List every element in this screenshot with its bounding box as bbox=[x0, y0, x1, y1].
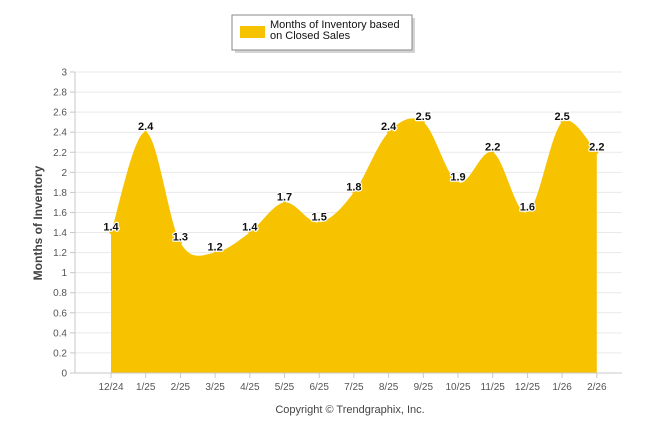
data-label: 1.6 bbox=[520, 201, 535, 213]
data-point bbox=[144, 130, 148, 134]
data-point bbox=[178, 241, 182, 245]
y-tick-label: 1.4 bbox=[53, 228, 67, 239]
x-tick-label: 11/25 bbox=[481, 382, 506, 393]
area-series bbox=[109, 118, 599, 373]
copyright-text: Copyright © Trendgraphix, Inc. bbox=[275, 404, 424, 416]
data-label: 1.2 bbox=[207, 242, 222, 254]
x-tick-label: 5/25 bbox=[275, 382, 295, 393]
x-tick-label: 6/25 bbox=[309, 382, 329, 393]
y-tick-label: 0.2 bbox=[53, 348, 67, 359]
y-tick-label: 1.8 bbox=[53, 188, 67, 199]
x-tick-label: 12/24 bbox=[98, 382, 123, 393]
axes: 0 0.2 0.4 0.6 0.8 1 1.2 1.4 1.6 1.8 2 2.2 2.4 2.6 2.8 3… bbox=[53, 68, 622, 393]
x-tick-label: 1/26 bbox=[552, 382, 572, 393]
data-label: 2.5 bbox=[416, 111, 431, 123]
y-tick-label: 0 bbox=[61, 369, 67, 380]
y-tick-label: 1 bbox=[61, 268, 67, 279]
data-label: 2.5 bbox=[554, 111, 569, 123]
legend-label: Months of Inventory based bbox=[270, 19, 400, 31]
y-tick-label: 3 bbox=[61, 68, 67, 79]
data-label: 1.4 bbox=[103, 222, 119, 234]
data-point bbox=[595, 150, 599, 154]
legend-label: on Closed Sales bbox=[270, 30, 351, 42]
x-tick-label: 8/25 bbox=[379, 382, 399, 393]
x-tick-label: 12/25 bbox=[515, 382, 540, 393]
data-point bbox=[317, 221, 321, 224]
data-label: 1.4 bbox=[242, 222, 258, 234]
data-label: 2.4 bbox=[381, 121, 397, 133]
data-point bbox=[248, 231, 252, 235]
data-label: 1.7 bbox=[277, 191, 292, 203]
data-label: 2.2 bbox=[589, 141, 604, 153]
y-tick-label: 0.6 bbox=[53, 308, 67, 319]
x-tick-label: 10/25 bbox=[445, 382, 470, 393]
data-point bbox=[525, 210, 529, 214]
data-label: 1.8 bbox=[346, 181, 361, 193]
y-tick-label: 2.2 bbox=[53, 148, 67, 159]
y-tick-label: 0.8 bbox=[53, 288, 67, 299]
data-point bbox=[352, 190, 356, 194]
data-point bbox=[421, 120, 425, 124]
y-tick-label: 2.6 bbox=[53, 108, 67, 119]
y-tick-label: 1.2 bbox=[53, 248, 67, 259]
data-label: 2.4 bbox=[138, 121, 154, 133]
data-label: 1.3 bbox=[173, 232, 188, 244]
y-tick-label: 0.4 bbox=[53, 328, 67, 339]
y-tick-label: 2.8 bbox=[53, 88, 67, 99]
x-tick-label: 9/25 bbox=[414, 382, 434, 393]
data-label: 1.9 bbox=[450, 171, 465, 183]
data-point bbox=[560, 120, 564, 124]
data-point bbox=[109, 231, 113, 235]
area-fill bbox=[111, 118, 597, 373]
data-point bbox=[283, 200, 286, 204]
x-tick-label: 7/25 bbox=[344, 382, 364, 393]
x-tick-label: 4/25 bbox=[240, 382, 260, 393]
data-label: 1.5 bbox=[312, 212, 327, 224]
x-tick-label: 2/25 bbox=[171, 382, 191, 393]
legend-swatch bbox=[240, 26, 265, 38]
data-point bbox=[387, 130, 391, 134]
y-tick-label: 1.6 bbox=[53, 208, 67, 219]
y-tick-label: 2 bbox=[61, 168, 67, 179]
y-axis-label: Months of Inventory bbox=[31, 165, 45, 280]
y-tick-label: 2.4 bbox=[53, 128, 67, 139]
data-label: 2.2 bbox=[485, 141, 500, 153]
data-labels: 1.4 2.4 1.3 1.2 1.4 1.7 1.5 1.8 2.4 2.5 1.9 2.2 1.6 2… bbox=[102, 110, 605, 255]
x-tick-label: 1/25 bbox=[136, 382, 156, 393]
data-point bbox=[491, 150, 495, 154]
x-tick-label: 3/25 bbox=[205, 382, 225, 393]
data-point bbox=[456, 180, 460, 184]
data-point bbox=[213, 251, 217, 255]
x-tick-label: 2/26 bbox=[587, 382, 607, 393]
